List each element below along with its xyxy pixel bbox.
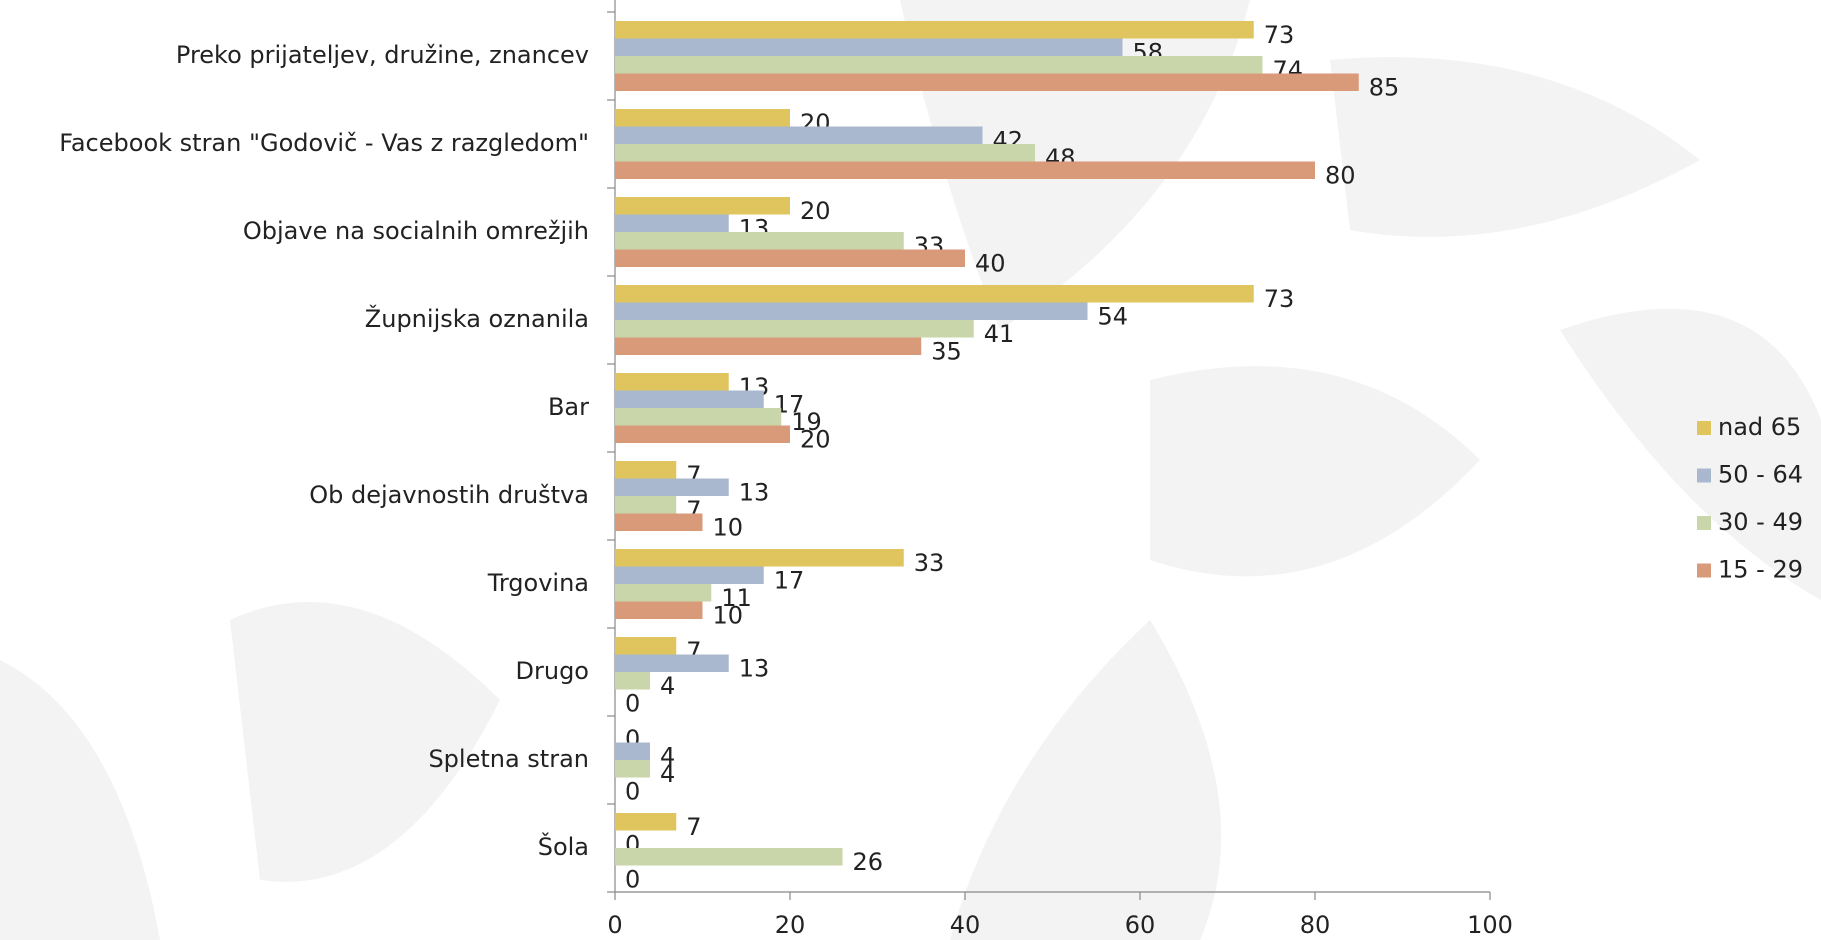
- data-label: 33: [914, 549, 945, 577]
- bar: [615, 549, 904, 567]
- data-label: 4: [660, 672, 675, 700]
- data-label: 10: [713, 513, 744, 541]
- bar: [615, 672, 650, 690]
- bar: [615, 478, 729, 496]
- data-label: 20: [800, 197, 831, 225]
- bar: [615, 21, 1254, 39]
- legend-label: 30 - 49: [1718, 508, 1803, 536]
- data-label: 13: [739, 654, 770, 682]
- data-label: 4: [660, 742, 675, 770]
- x-tick-label: 40: [950, 911, 981, 939]
- legend-swatch: [1697, 421, 1711, 435]
- data-label: 26: [853, 848, 884, 876]
- y-tick-label: Objave na socialnih omrežjih: [243, 217, 589, 245]
- y-tick-label: Preko prijateljev, družine, znancev: [176, 41, 589, 69]
- x-tick-label: 80: [1300, 911, 1331, 939]
- legend-swatch: [1697, 563, 1711, 578]
- data-label: 4: [660, 760, 675, 788]
- bar: [615, 126, 983, 144]
- data-label: 7: [686, 813, 701, 841]
- legend-swatch: [1697, 468, 1711, 483]
- legend-label: 50 - 64: [1718, 461, 1803, 489]
- data-label: 20: [800, 425, 831, 453]
- y-tick-label: Ob dejavnostih društva: [309, 481, 589, 509]
- bar: [615, 109, 790, 127]
- y-tick-label: Trgovina: [487, 569, 589, 597]
- bar: [615, 813, 677, 831]
- bar: [615, 390, 764, 408]
- bar: [615, 742, 650, 760]
- y-tick-label: Bar: [548, 393, 589, 421]
- x-tick-label: 0: [607, 911, 622, 939]
- data-label: 73: [1264, 285, 1295, 313]
- legend-label: nad 65: [1718, 413, 1801, 441]
- bar: [615, 197, 790, 215]
- bar: [615, 249, 965, 267]
- x-tick-label: 100: [1467, 911, 1513, 939]
- bar: [615, 848, 843, 866]
- data-label: 0: [625, 865, 640, 893]
- data-label: 13: [739, 478, 770, 506]
- data-label: 35: [931, 337, 962, 365]
- bar: [615, 566, 764, 584]
- bar: [615, 513, 703, 531]
- bar: [615, 760, 650, 778]
- y-tick-label: Spletna stran: [428, 745, 589, 773]
- y-tick-label: Facebook stran "Godovič - Vas z razgledo…: [59, 129, 589, 157]
- data-label: 0: [625, 689, 640, 717]
- bar: [615, 461, 677, 479]
- legend-swatch: [1697, 516, 1711, 530]
- y-tick-label: Drugo: [516, 657, 589, 685]
- bar: [615, 637, 677, 655]
- bar: [615, 56, 1263, 74]
- bar: [615, 337, 922, 355]
- data-label: 19: [791, 408, 822, 436]
- bar: [615, 320, 974, 338]
- bar: [615, 425, 790, 443]
- x-tick-label: 60: [1125, 911, 1156, 939]
- data-label: 85: [1369, 73, 1400, 101]
- bar: [615, 654, 729, 672]
- legend-label: 15 - 29: [1718, 556, 1803, 584]
- bar: [615, 601, 703, 619]
- data-label: 41: [984, 320, 1015, 348]
- data-label: 73: [1264, 21, 1295, 49]
- data-label: 80: [1325, 161, 1356, 189]
- bar: [615, 285, 1254, 303]
- data-label: 40: [975, 249, 1006, 277]
- y-tick-label: Župnijska oznanila: [365, 304, 589, 333]
- bar: [615, 73, 1359, 91]
- bar: [615, 408, 782, 426]
- bar: [615, 232, 904, 250]
- data-label: 0: [625, 777, 640, 805]
- bar: [615, 496, 677, 514]
- data-label: 10: [713, 601, 744, 629]
- data-label: 11: [721, 584, 752, 612]
- data-label: 17: [774, 566, 805, 594]
- bar: [615, 214, 729, 232]
- bar: [615, 38, 1123, 56]
- y-tick-label: Šola: [538, 831, 589, 861]
- data-label: 54: [1098, 302, 1129, 330]
- bar: [615, 144, 1035, 162]
- bar: [615, 302, 1088, 320]
- bar: [615, 161, 1315, 179]
- bar: [615, 584, 712, 602]
- bar: [615, 373, 729, 391]
- x-tick-label: 20: [775, 911, 806, 939]
